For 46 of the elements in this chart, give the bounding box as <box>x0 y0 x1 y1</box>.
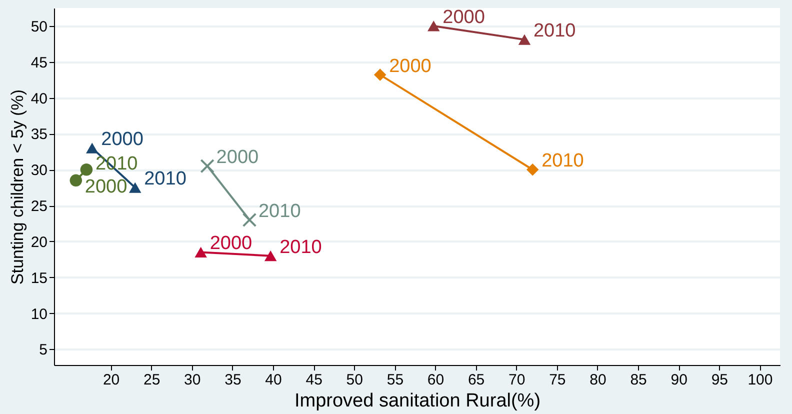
annotation: 2010 <box>280 236 322 258</box>
point <box>242 212 257 228</box>
point <box>70 174 82 187</box>
x-tick-label: 80 <box>590 372 606 388</box>
x-tick-label: 50 <box>346 372 363 388</box>
annotation: 2000 <box>442 6 485 28</box>
x-tick-label: 35 <box>224 372 242 388</box>
y-tick-label: 40 <box>30 90 48 108</box>
annotation: 2000 <box>210 233 252 254</box>
x-tick-label: 60 <box>427 372 444 388</box>
y-tick-label: 15 <box>30 270 48 287</box>
annotation: 2010 <box>533 20 576 42</box>
x-tick-label: 30 <box>184 372 201 388</box>
y-tick-label: 20 <box>30 234 48 251</box>
annotation: 2000 <box>389 56 432 77</box>
x-tick-label: 70 <box>508 372 526 388</box>
annotation: 2000 <box>101 129 144 150</box>
annotation: 2010 <box>144 168 186 190</box>
x-tick-label: 40 <box>265 372 282 388</box>
x-tick-label: 45 <box>306 372 322 388</box>
y-tick-label: 45 <box>30 54 48 72</box>
x-tick-label: 65 <box>468 372 485 388</box>
annotation: 2000 <box>84 176 128 198</box>
y-tick-label: 50 <box>30 18 48 36</box>
y-tick-label: 10 <box>30 306 48 323</box>
point <box>200 158 214 174</box>
annotation: 2010 <box>542 150 584 172</box>
x-tick-label: 90 <box>670 372 688 388</box>
x-tick-label: 100 <box>748 372 773 388</box>
x-tick-label: 20 <box>102 372 120 388</box>
x-tick-label: 75 <box>549 372 566 388</box>
x-tick-label: 95 <box>711 372 728 388</box>
x-axis-title: Improved sanitation Rural(%) <box>294 390 541 412</box>
x-tick-label: 25 <box>143 372 160 388</box>
annotation: 2010 <box>258 200 301 222</box>
y-tick-label: 35 <box>30 126 48 144</box>
y-tick-label: 5 <box>39 342 48 359</box>
x-tick-label: 85 <box>630 372 647 388</box>
point <box>80 164 93 176</box>
y-tick-label: 30 <box>30 162 48 180</box>
annotation: 2000 <box>216 147 259 168</box>
point <box>526 163 539 176</box>
point <box>374 68 386 81</box>
y-axis-title: Stunting children < 5y (%) <box>8 89 27 285</box>
y-tick-label: 25 <box>30 198 48 216</box>
x-tick-label: 55 <box>386 372 404 388</box>
